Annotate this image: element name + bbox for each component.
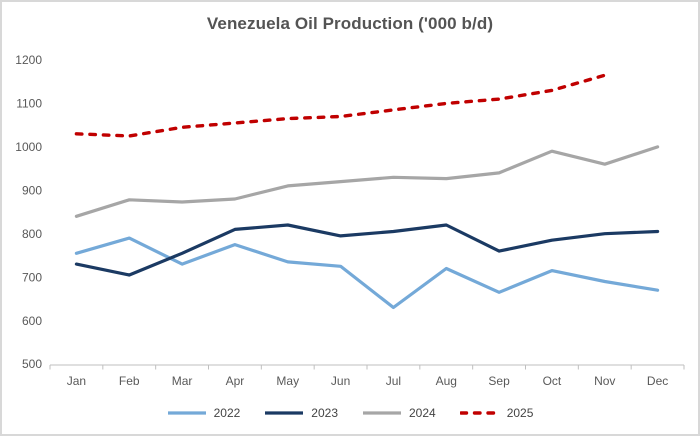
- y-axis-tick-label: 700: [22, 270, 42, 284]
- y-axis-tick-label: 600: [22, 314, 42, 328]
- legend-label-2024: 2024: [409, 406, 436, 420]
- legend: 2022 2023 2024 2025: [2, 404, 698, 422]
- y-axis-tick-label: 900: [22, 183, 42, 197]
- legend-swatch-2025-dashed-line-icon: [459, 411, 500, 415]
- x-axis-tick-label: Sep: [488, 374, 510, 388]
- series-line-2022: [74, 236, 660, 310]
- legend-swatch-2024-line-icon: [363, 411, 401, 415]
- y-axis-tick-label: 800: [22, 227, 42, 241]
- x-axis-tick-label: Aug: [436, 374, 457, 388]
- legend-item-2024: 2024: [362, 406, 436, 420]
- series-line-2024: [74, 145, 660, 218]
- x-axis-tick-label: Jan: [67, 374, 86, 388]
- y-axis-tick-label: 500: [22, 357, 42, 371]
- legend-label-2022: 2022: [213, 406, 241, 420]
- legend-label-2023: 2023: [311, 406, 338, 420]
- series-line-2023: [74, 223, 660, 277]
- legend-label-2025: 2025: [506, 406, 534, 420]
- y-axis-tick-label: 1100: [16, 97, 42, 111]
- legend-swatch-2023-line-icon: [265, 411, 304, 415]
- x-axis-tick-label: Jul: [386, 374, 401, 388]
- x-axis-tick-label: Oct: [543, 374, 562, 388]
- y-axis-tick-label: 1000: [15, 140, 42, 154]
- x-axis-tick-label: Feb: [119, 374, 140, 388]
- legend-item-2023: 2023: [264, 406, 338, 420]
- x-axis-tick-label: Nov: [594, 374, 615, 388]
- x-axis-tick-label: Dec: [647, 374, 668, 388]
- legend-swatch-2022-line-icon: [167, 411, 206, 415]
- x-axis-tick-label: May: [276, 374, 299, 388]
- y-axis-tick-label: 1200: [15, 53, 42, 67]
- series-line-2025: [74, 73, 607, 138]
- legend-item-2025: 2025: [459, 406, 534, 420]
- chart-title: Venezuela Oil Production ('000 b/d): [206, 14, 494, 33]
- x-axis-tick-label: Apr: [226, 374, 245, 388]
- x-axis-tick-label: Mar: [172, 374, 193, 388]
- x-axis-tick-label: Jun: [331, 374, 350, 388]
- legend-item-2022: 2022: [167, 406, 241, 420]
